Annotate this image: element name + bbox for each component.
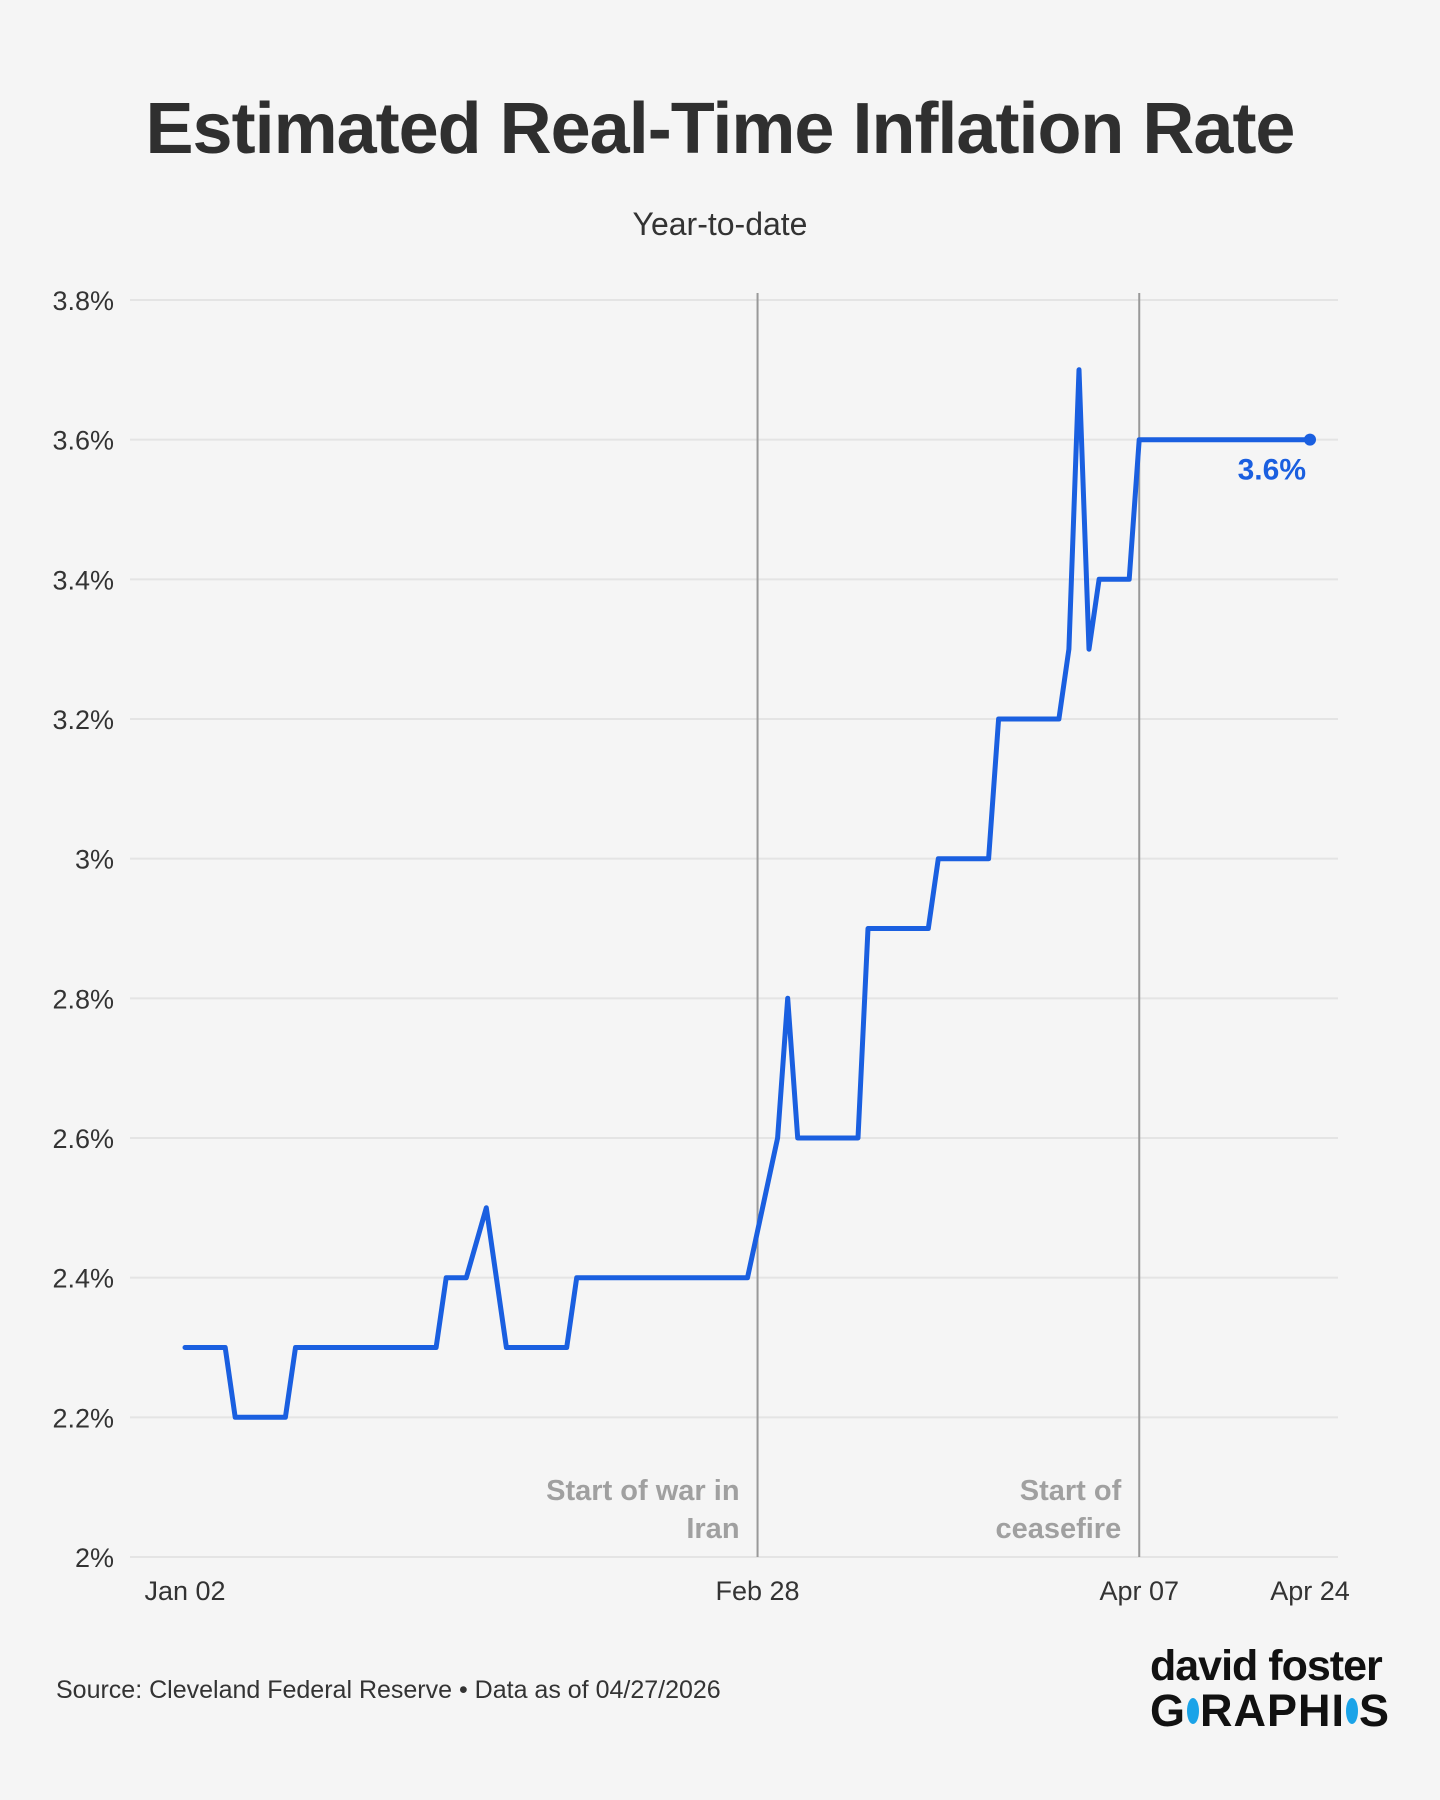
x-tick-label: Jan 02 (144, 1576, 225, 1606)
logo-letter-s: S (1358, 1685, 1390, 1736)
y-tick-label: 3% (75, 845, 114, 875)
y-tick-label: 2.2% (52, 1403, 114, 1433)
brand-logo: david foster G RAPHI S (1150, 1642, 1390, 1734)
chart-title: Estimated Real-Time Inflation Rate (145, 89, 1296, 169)
source-note: Source: Cleveland Federal Reserve • Data… (56, 1676, 721, 1704)
logo-dot-icon (1187, 1697, 1199, 1724)
y-tick-label: 2.6% (52, 1124, 114, 1154)
logo-top-text: david foster (1150, 1642, 1383, 1690)
logo-letters-mid: RAPHI (1199, 1685, 1345, 1736)
annotation-label: Iran (686, 1513, 739, 1545)
logo-bottom-text: G RAPHI S (1150, 1688, 1390, 1733)
chart-subtitle: Year-to-date (632, 206, 808, 242)
end-point (1304, 433, 1316, 446)
x-tick-label: Apr 24 (1270, 1576, 1350, 1606)
y-tick-label: 2% (75, 1543, 114, 1573)
y-tick-label: 2.8% (52, 984, 114, 1014)
y-tick-label: 2.4% (52, 1264, 114, 1294)
annotation-label: Start of war in (546, 1475, 739, 1507)
y-tick-label: 3.2% (52, 705, 114, 735)
y-tick-label: 3.6% (52, 426, 114, 456)
y-tick-label: 3.8% (52, 286, 114, 316)
series-line (182, 367, 1313, 1420)
logo-dot-icon (1346, 1697, 1358, 1724)
annotation-label: ceasefire (995, 1513, 1121, 1545)
x-tick-label: Feb 28 (716, 1576, 800, 1606)
logo-letter-g: G (1150, 1685, 1187, 1736)
annotation-label: Start of (1020, 1475, 1122, 1507)
x-tick-label: Apr 07 (1099, 1576, 1179, 1606)
end-value-label: 3.6% (1238, 454, 1306, 487)
y-tick-label: 3.4% (52, 565, 114, 595)
